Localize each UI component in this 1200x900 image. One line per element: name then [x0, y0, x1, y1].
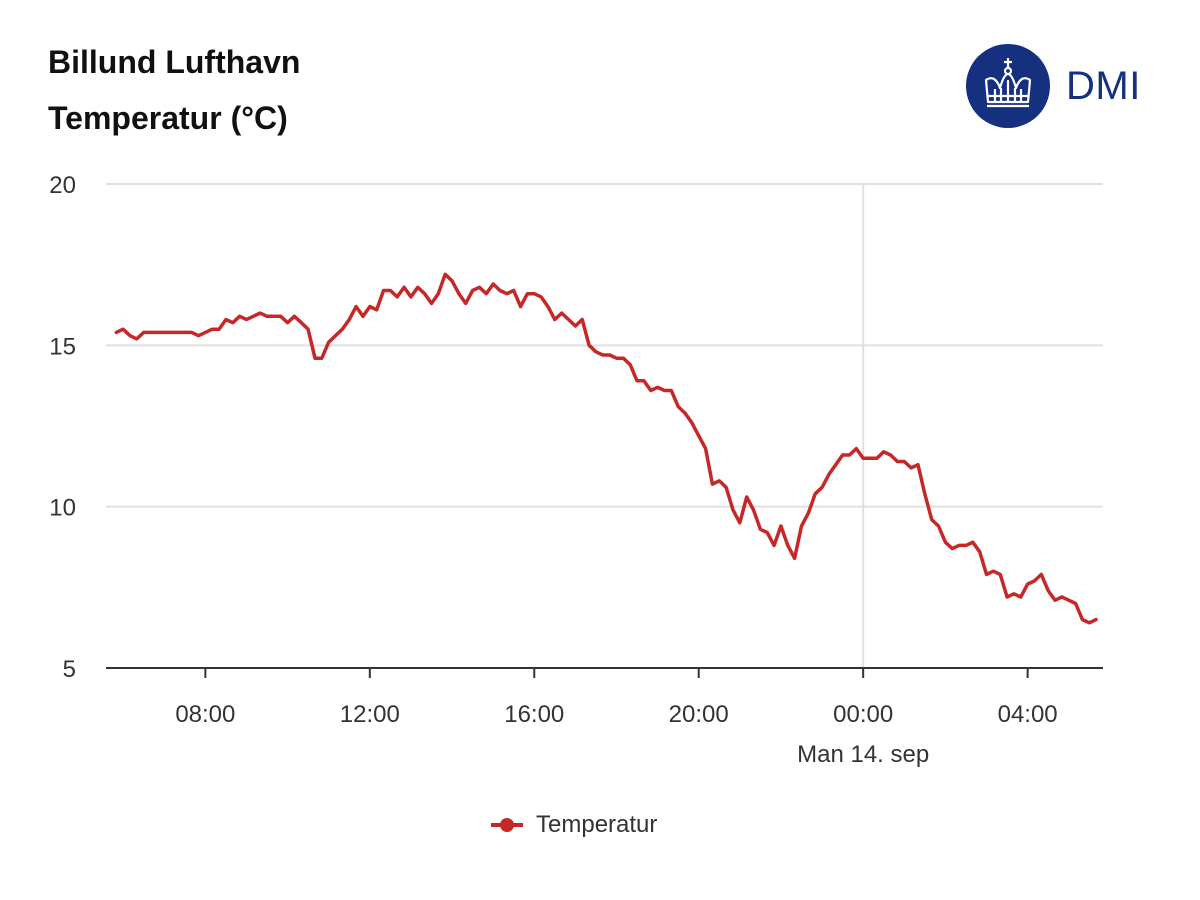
y-axis: 20 15 10 5 [49, 172, 76, 683]
y-tick-label: 10 [49, 495, 76, 522]
y-tick-label: 15 [49, 333, 76, 360]
chart-grid [106, 183, 1103, 668]
crown-icon [966, 44, 1050, 128]
x-tick-label: 04:00 [998, 701, 1058, 728]
y-tick-label: 5 [63, 656, 76, 683]
date-marker-label: Man 14. sep [797, 741, 929, 768]
legend-label-temperatur: Temperatur [536, 811, 658, 838]
chart-title-variable: Temperatur (°C) [48, 100, 288, 136]
x-tick-label: 12:00 [340, 701, 400, 728]
legend-marker-icon [491, 818, 523, 832]
series-temperatur [114, 272, 1098, 625]
x-tick-label: 08:00 [175, 701, 235, 728]
x-tick-label: 16:00 [504, 701, 564, 728]
x-tick-label: 20:00 [669, 701, 729, 728]
x-tick-label: 00:00 [833, 701, 893, 728]
chart-title-station: Billund Lufthavn [48, 44, 301, 80]
y-tick-label: 20 [49, 172, 76, 199]
temperature-line [114, 272, 1098, 625]
x-axis: 08:00 12:00 16:00 20:00 00:00 04:00 Man 14. se… [106, 667, 1103, 768]
dmi-logo: DMI [966, 44, 1146, 130]
legend[interactable]: Temperatur [490, 808, 657, 842]
logo-text: DMI [1066, 64, 1141, 108]
